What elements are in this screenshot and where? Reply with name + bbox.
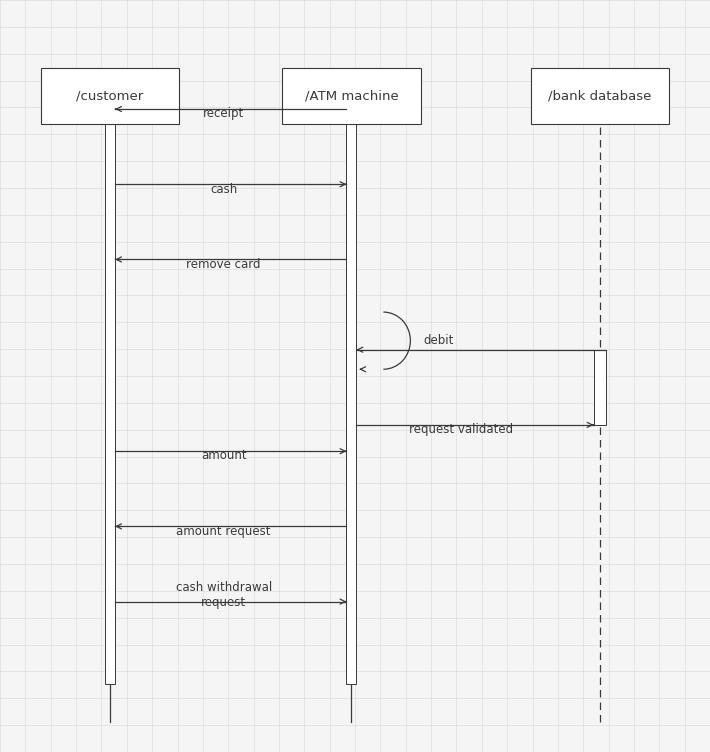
Text: remove card: remove card [187, 258, 261, 271]
Text: /bank database: /bank database [548, 89, 652, 102]
Bar [40, 68, 179, 124]
Bar [594, 350, 606, 425]
Text: cash withdrawal
request: cash withdrawal request [175, 581, 272, 609]
Text: amount request: amount request [176, 525, 271, 538]
Text: request validated: request validated [410, 423, 513, 436]
Bar [346, 79, 356, 684]
Text: /ATM machine: /ATM machine [305, 89, 398, 102]
Text: /customer: /customer [77, 89, 143, 102]
Text: cash: cash [210, 183, 237, 196]
Bar [105, 79, 115, 684]
Text: debit: debit [423, 334, 454, 347]
Text: receipt: receipt [203, 108, 244, 120]
Bar [282, 68, 420, 124]
Bar [530, 68, 669, 124]
Text: amount: amount [201, 450, 246, 462]
